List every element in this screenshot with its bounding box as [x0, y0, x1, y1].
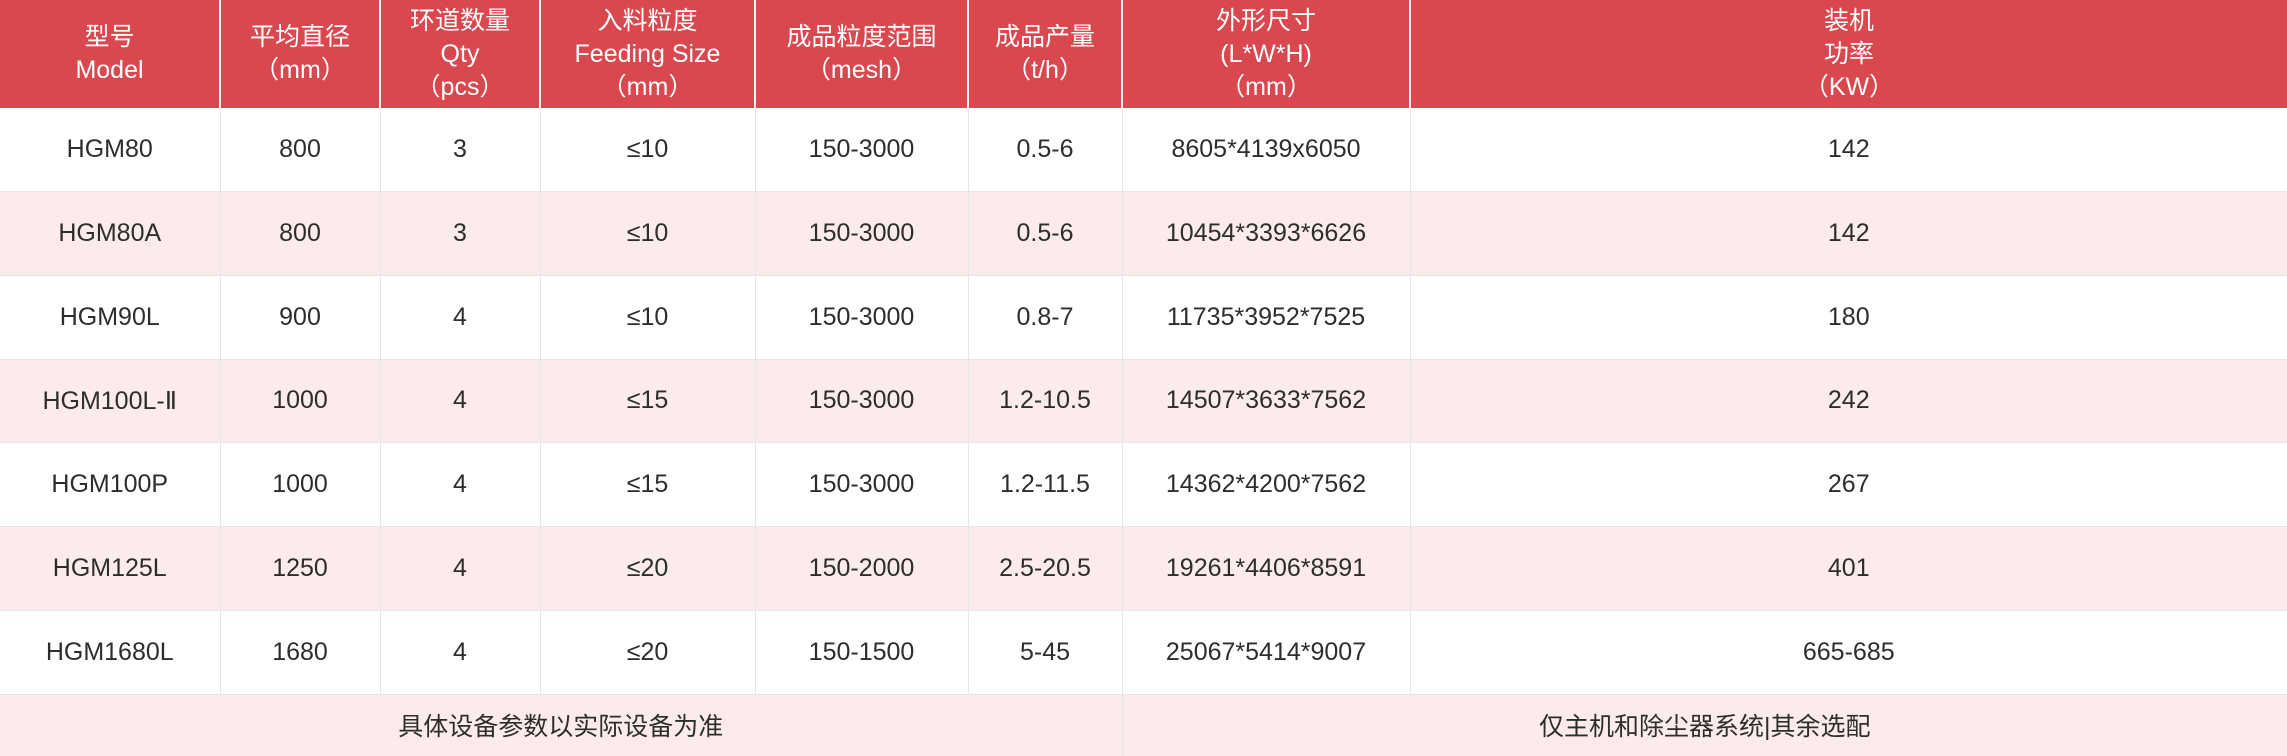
cell-fineness: 150-3000	[755, 442, 969, 528]
column-header-model-cn: 型号	[84, 23, 135, 51]
cell-dimension: 25067*5414*9007	[1122, 610, 1411, 695]
cell-qty: 4	[380, 526, 541, 611]
cell-capacity: 5-45	[968, 610, 1123, 695]
cell-capacity: 0.8-7	[968, 275, 1123, 360]
column-header-dimension-unit: （mm）	[1220, 72, 1312, 101]
column-header-feeding-size-unit: （mm）	[601, 72, 694, 101]
cell-model: HGM80A	[0, 191, 221, 276]
column-header-capacity-unit: （t/h）	[1006, 56, 1084, 84]
cell-capacity: 2.5-20.5	[968, 526, 1123, 611]
table-row: HGM125L 1250 4 ≤20 150-2000 2.5-20.5 192…	[0, 526, 2287, 611]
cell-model: HGM100P	[0, 442, 221, 528]
table-row: HGM80A 800 3 ≤10 150-3000 0.5-6 10454*33…	[0, 191, 2287, 276]
column-header-diameter: 平均直径 （mm）	[220, 0, 381, 108]
cell-dimension: 10454*3393*6626	[1122, 191, 1411, 276]
cell-model: HGM1680L	[0, 610, 221, 695]
cell-dimension: 19261*4406*8591	[1122, 526, 1411, 611]
cell-qty: 4	[380, 359, 541, 444]
column-header-power-cn: 装机	[1823, 6, 1874, 35]
column-header-qty: 环道数量 Qty （pcs）	[380, 0, 541, 108]
cell-feed: ≤15	[540, 442, 756, 528]
column-header-fineness-unit: （mesh）	[805, 56, 918, 84]
footer-note-right: 仅主机和除尘器系统|其余选配	[1122, 694, 2287, 756]
column-header-dimension-cn: 外形尺寸	[1215, 6, 1316, 35]
cell-feed: ≤10	[540, 108, 756, 193]
cell-power: 401	[1410, 526, 2287, 611]
column-header-feeding-size-en: Feeding Size	[574, 39, 721, 68]
cell-qty: 4	[380, 610, 541, 695]
cell-feed: ≤15	[540, 359, 756, 444]
cell-diameter: 1000	[220, 359, 381, 444]
column-header-dimension: 外形尺寸 (L*W*H) （mm）	[1122, 0, 1411, 108]
table-row: HGM80 800 3 ≤10 150-3000 0.5-6 8605*4139…	[0, 108, 2287, 193]
cell-dimension: 8605*4139x6050	[1122, 108, 1411, 193]
header-row: 型号 Model 平均直径 （mm） 环道数量 Qty （pcs） 入料粒度 F…	[0, 0, 2287, 108]
column-header-model: 型号 Model	[0, 0, 221, 108]
column-header-power-cn2: 功率	[1823, 39, 1874, 68]
cell-diameter: 1680	[220, 610, 381, 695]
cell-diameter: 1250	[220, 526, 381, 611]
column-header-qty-cn: 环道数量	[409, 6, 510, 35]
cell-model: HGM90L	[0, 275, 221, 360]
cell-fineness: 150-3000	[755, 275, 969, 360]
column-header-qty-unit: （pcs）	[415, 72, 505, 101]
cell-model: HGM125L	[0, 526, 221, 611]
cell-capacity: 0.5-6	[968, 108, 1123, 193]
footer-row: 具体设备参数以实际设备为准 仅主机和除尘器系统|其余选配	[0, 694, 2287, 756]
column-header-capacity-cn: 成品产量	[994, 23, 1095, 51]
column-header-capacity: 成品产量 （t/h）	[968, 0, 1123, 108]
cell-power: 142	[1410, 191, 2287, 276]
cell-power: 142	[1410, 108, 2287, 193]
column-header-model-en: Model	[75, 56, 144, 84]
table-row: HGM90L 900 4 ≤10 150-3000 0.8-7 11735*39…	[0, 275, 2287, 360]
cell-model: HGM80	[0, 108, 221, 193]
table-header: 型号 Model 平均直径 （mm） 环道数量 Qty （pcs） 入料粒度 F…	[0, 0, 2287, 108]
cell-qty: 4	[380, 275, 541, 360]
column-header-power-unit: （KW）	[1803, 72, 1895, 101]
cell-fineness: 150-1500	[755, 610, 969, 695]
cell-dimension: 14507*3633*7562	[1122, 359, 1411, 444]
cell-feed: ≤10	[540, 191, 756, 276]
cell-capacity: 1.2-10.5	[968, 359, 1123, 444]
cell-fineness: 150-3000	[755, 191, 969, 276]
cell-qty: 3	[380, 191, 541, 276]
cell-diameter: 1000	[220, 442, 381, 528]
column-header-dimension-en: (L*W*H)	[1220, 39, 1312, 68]
cell-fineness: 150-3000	[755, 359, 969, 444]
cell-power: 665-685	[1410, 610, 2287, 695]
column-header-fineness: 成品粒度范围 （mesh）	[755, 0, 969, 108]
cell-diameter: 900	[220, 275, 381, 360]
cell-dimension: 11735*3952*7525	[1122, 275, 1411, 360]
cell-fineness: 150-3000	[755, 108, 969, 193]
cell-power: 180	[1410, 275, 2287, 360]
cell-capacity: 0.5-6	[968, 191, 1123, 276]
cell-feed: ≤20	[540, 610, 756, 695]
column-header-qty-en: Qty	[440, 39, 480, 68]
cell-model: HGM100L-Ⅱ	[0, 359, 221, 444]
cell-feed: ≤20	[540, 526, 756, 611]
cell-power: 267	[1410, 442, 2287, 528]
column-header-feeding-size-cn: 入料粒度	[597, 6, 698, 35]
column-header-feeding-size: 入料粒度 Feeding Size （mm）	[540, 0, 756, 108]
column-header-power: 装机 功率 （KW）	[1410, 0, 2287, 108]
column-header-diameter-unit: （mm）	[254, 56, 346, 84]
cell-diameter: 800	[220, 191, 381, 276]
column-header-fineness-cn: 成品粒度范围	[786, 23, 937, 51]
table-row: HGM100P 1000 4 ≤15 150-3000 1.2-11.5 143…	[0, 442, 2287, 528]
cell-qty: 4	[380, 442, 541, 528]
cell-diameter: 800	[220, 108, 381, 193]
table-body: HGM80 800 3 ≤10 150-3000 0.5-6 8605*4139…	[0, 108, 2287, 695]
cell-feed: ≤10	[540, 275, 756, 360]
table-row: HGM100L-Ⅱ 1000 4 ≤15 150-3000 1.2-10.5 1…	[0, 359, 2287, 444]
cell-capacity: 1.2-11.5	[968, 442, 1123, 528]
column-header-diameter-cn: 平均直径	[249, 23, 350, 51]
cell-power: 242	[1410, 359, 2287, 444]
cell-qty: 3	[380, 108, 541, 193]
footer-note-left: 具体设备参数以实际设备为准	[0, 694, 1123, 756]
cell-dimension: 14362*4200*7562	[1122, 442, 1411, 528]
table-footer: 具体设备参数以实际设备为准 仅主机和除尘器系统|其余选配	[0, 694, 2287, 756]
cell-fineness: 150-2000	[755, 526, 969, 611]
table-row: HGM1680L 1680 4 ≤20 150-1500 5-45 25067*…	[0, 610, 2287, 695]
